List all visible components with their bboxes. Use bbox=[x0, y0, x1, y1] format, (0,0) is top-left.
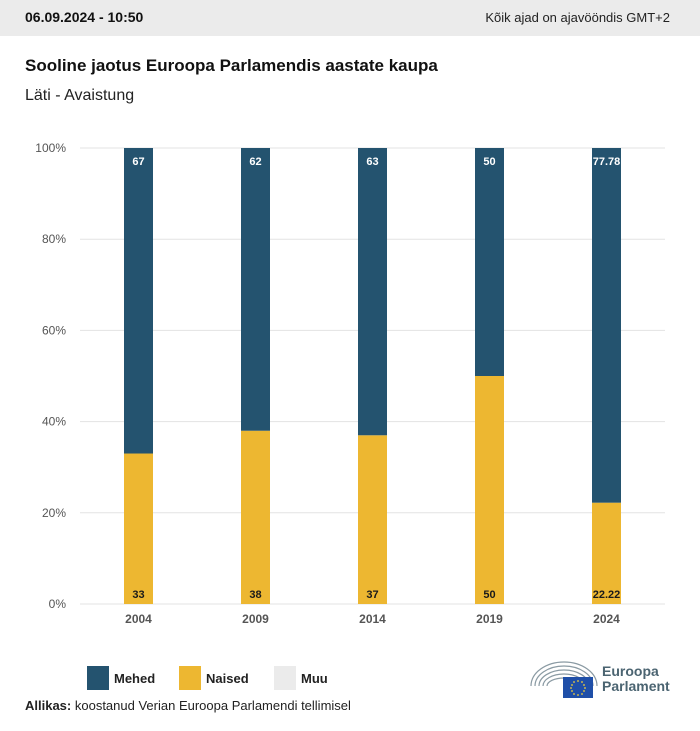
y-tick-label: 80% bbox=[42, 232, 66, 246]
source-label: Allikas: bbox=[25, 698, 72, 713]
y-tick-label: 20% bbox=[42, 506, 66, 520]
legend-label: Mehed bbox=[114, 671, 156, 686]
legend-swatch bbox=[179, 666, 201, 690]
european-parliament-hemicycle-icon bbox=[530, 661, 598, 698]
x-tick-label-2009: 2009 bbox=[242, 612, 269, 626]
report-date: 06.09.2024 - 10:50 bbox=[25, 9, 144, 25]
bar-naised-2014 bbox=[358, 435, 387, 604]
x-tick-label-2019: 2019 bbox=[476, 612, 503, 626]
data-label-naised-2009: 38 bbox=[249, 589, 261, 601]
ep-logo: Euroopa Parlament bbox=[529, 660, 679, 700]
data-label-naised-2014: 37 bbox=[366, 589, 378, 601]
source-text: koostanud Verian Euroopa Parlamendi tell… bbox=[71, 698, 351, 713]
data-label-naised-2024: 22.22 bbox=[593, 589, 621, 601]
bar-naised-2004 bbox=[124, 453, 153, 604]
chart-title: Sooline jaotus Euroopa Parlamendis aasta… bbox=[25, 56, 438, 75]
x-tick-label-2014: 2014 bbox=[359, 612, 386, 626]
legend-label: Muu bbox=[301, 671, 328, 686]
y-tick-label: 100% bbox=[35, 141, 66, 155]
data-label-mehed-2004: 67 bbox=[132, 156, 144, 168]
bar-naised-2009 bbox=[241, 430, 270, 604]
logo-line-1: Euroopa bbox=[602, 663, 659, 679]
stacked-bar-chart: 0% 20% 40% 60% 80% 100% 67 33 2004 62 38 2009 63 37 20… bbox=[35, 141, 665, 626]
data-label-mehed-2014: 63 bbox=[366, 156, 378, 168]
data-label-naised-2004: 33 bbox=[132, 589, 144, 601]
bar-naised-2024 bbox=[592, 502, 621, 604]
timezone-note: Kõik ajad on ajavööndis GMT+2 bbox=[485, 10, 670, 25]
data-label-mehed-2024: 77.78 bbox=[593, 156, 621, 168]
bar-naised-2019 bbox=[475, 376, 504, 604]
data-label-mehed-2009: 62 bbox=[249, 156, 261, 168]
chart-subtitle: Läti - Avaistung bbox=[25, 87, 135, 104]
data-label-mehed-2019: 50 bbox=[483, 156, 495, 168]
data-label-naised-2019: 50 bbox=[483, 589, 495, 601]
x-tick-label-2024: 2024 bbox=[593, 612, 620, 626]
bar-mehed-2004 bbox=[124, 148, 153, 454]
y-tick-label: 60% bbox=[42, 323, 66, 337]
source-note: Allikas: koostanud Verian Euroopa Parlam… bbox=[25, 698, 351, 713]
bar-mehed-2019 bbox=[475, 148, 504, 376]
bar-mehed-2024 bbox=[592, 148, 621, 503]
bar-mehed-2009 bbox=[241, 148, 270, 431]
x-tick-label-2004: 2004 bbox=[125, 612, 152, 626]
logo-text: Euroopa Parlament bbox=[602, 664, 670, 694]
bar-mehed-2014 bbox=[358, 148, 387, 436]
legend-swatch bbox=[87, 666, 109, 690]
header-bar: 06.09.2024 - 10:50 Kõik ajad on ajavöönd… bbox=[0, 0, 700, 36]
legend-label: Naised bbox=[206, 671, 249, 686]
legend-swatch bbox=[274, 666, 296, 690]
y-tick-label: 0% bbox=[49, 597, 67, 611]
logo-line-2: Parlament bbox=[602, 678, 670, 694]
y-tick-label: 40% bbox=[42, 415, 66, 429]
